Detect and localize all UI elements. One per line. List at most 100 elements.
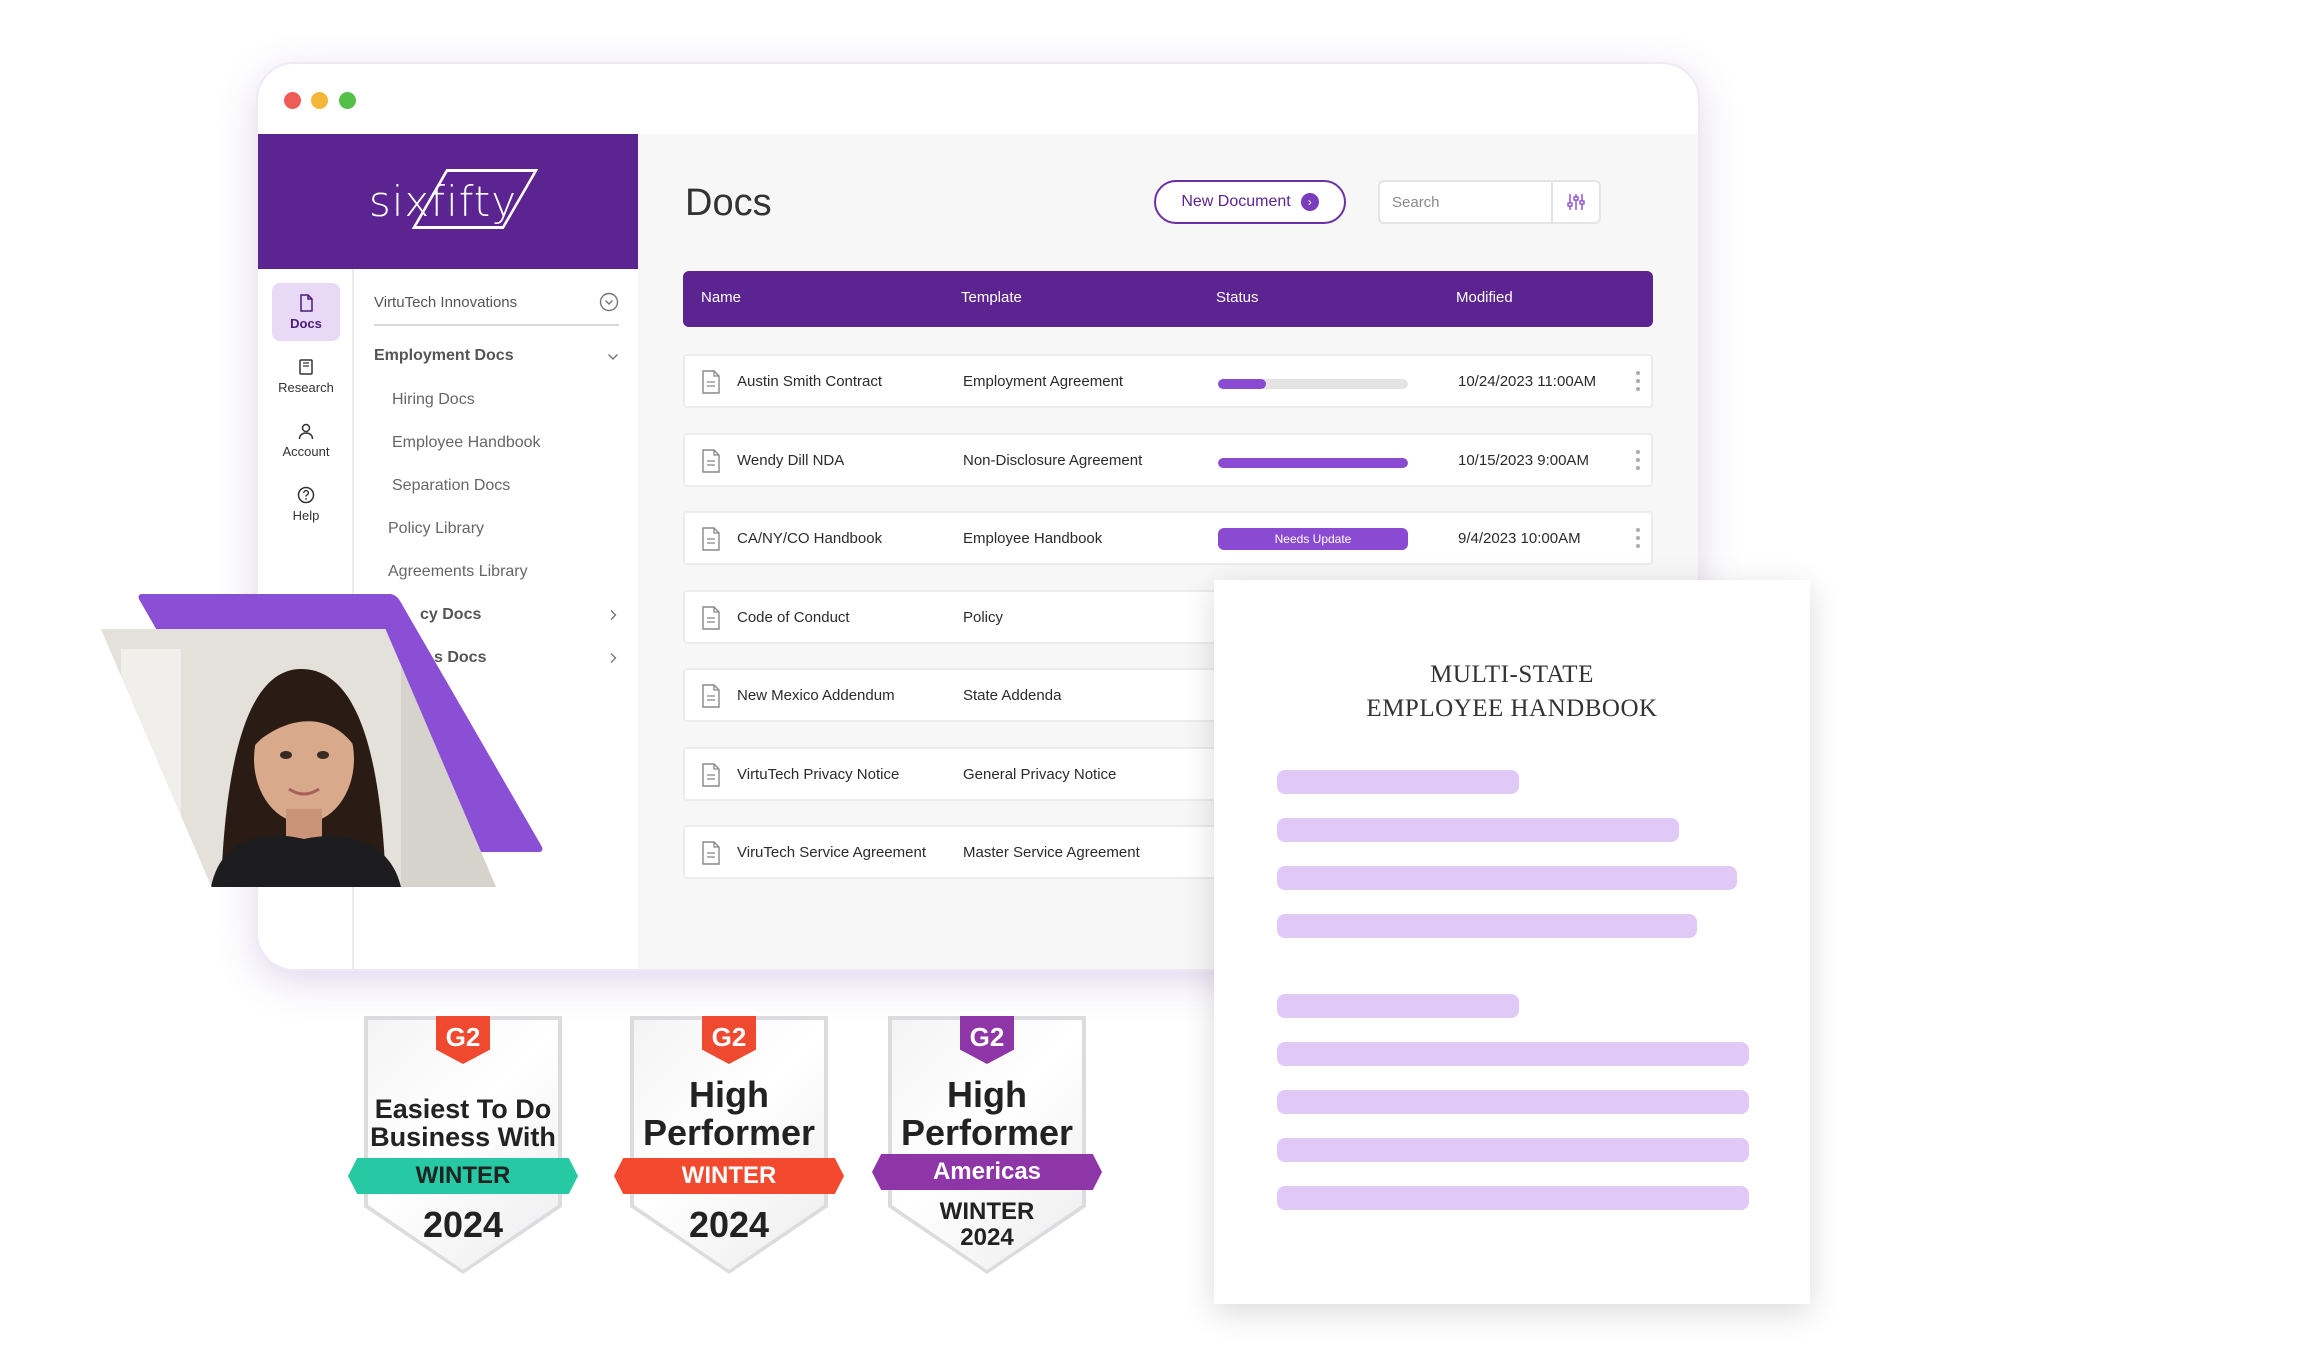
g2-award-badge: G2 Easiest To Do Business With WINTER 2024: [348, 1010, 578, 1280]
placeholder-line: [1277, 1042, 1749, 1066]
sliders-icon: [1567, 194, 1585, 210]
badge-year: 2024: [688, 1204, 770, 1245]
person-photo: [101, 629, 496, 887]
rail-label: Account: [282, 443, 330, 459]
rail-label: Research: [278, 379, 334, 395]
nav-section-other-docs[interactable]: s Docs: [434, 649, 487, 666]
file-icon: [702, 448, 720, 473]
divider: [374, 324, 619, 326]
column-header-template[interactable]: Template: [961, 289, 1022, 306]
rail-item-help[interactable]: Help: [272, 475, 340, 533]
handbook-title: MULTI-STATE EMPLOYEE HANDBOOK: [1214, 658, 1810, 726]
search-box[interactable]: Search: [1378, 180, 1601, 224]
handbook-title-line-2: EMPLOYEE HANDBOOK: [1366, 695, 1658, 722]
nav-item-employee-handbook[interactable]: Employee Handbook: [392, 434, 541, 451]
doc-name[interactable]: VirtuTech Privacy Notice: [737, 765, 900, 783]
doc-name[interactable]: Code of Conduct: [737, 608, 850, 626]
placeholder-line: [1277, 1138, 1749, 1162]
file-icon: [702, 841, 720, 865]
file-icon: [702, 684, 720, 708]
nav-item-separation-docs[interactable]: Separation Docs: [392, 477, 511, 494]
table-row[interactable]: Wendy Dill NDA Non-Disclosure Agreement 10…: [683, 432, 1653, 487]
more-options-icon[interactable]: [1635, 371, 1641, 393]
help-icon: [297, 486, 315, 503]
file-icon: [702, 762, 720, 787]
doc-name[interactable]: Austin Smith Contract: [737, 373, 883, 390]
more-options-icon[interactable]: [1635, 528, 1641, 550]
placeholder-line: [1277, 818, 1679, 842]
doc-name[interactable]: CA/NY/CO Handbook: [737, 530, 883, 547]
file-icon: [702, 527, 720, 551]
badge-ribbon: WINTER: [614, 1158, 844, 1194]
table-header: Name Template Status Modified: [683, 271, 1653, 327]
page-title: Docs: [685, 182, 772, 224]
profile-photo-card: [96, 594, 545, 894]
rail-item-docs[interactable]: Docs: [272, 283, 340, 341]
org-selector[interactable]: VirtuTech Innovations: [374, 287, 619, 317]
doc-name[interactable]: ViruTech Service Agreement: [737, 844, 926, 861]
rail-item-research[interactable]: Research: [272, 347, 340, 405]
search-input[interactable]: Search: [1392, 194, 1440, 211]
doc-modified: 10/15/2023 9:00AM: [1458, 451, 1589, 469]
placeholder-line: [1277, 1090, 1749, 1114]
doc-template: Master Service Agreement: [963, 844, 1140, 861]
rail-label: Help: [292, 507, 320, 523]
column-header-name[interactable]: Name: [701, 289, 742, 306]
column-header-modified[interactable]: Modified: [1456, 289, 1513, 306]
status-progress-fill: [1218, 379, 1266, 389]
badge-title-line-1: High: [689, 1074, 769, 1115]
file-icon: [702, 370, 720, 394]
chevron-right-icon[interactable]: [607, 609, 619, 621]
doc-template: Policy: [963, 608, 1004, 626]
status-progress-bar: [1218, 457, 1408, 468]
handbook-title-line-1: MULTI-STATE: [1430, 661, 1594, 688]
badge-year: 2024: [422, 1204, 504, 1245]
arrow-right-icon: ›: [1300, 193, 1319, 211]
nav-section-privacy-docs[interactable]: cy Docs: [420, 606, 482, 623]
nav-item-agreements-library[interactable]: Agreements Library: [388, 563, 528, 580]
maximize-window-button[interactable]: [339, 92, 356, 109]
badge-ribbon: Americas: [872, 1154, 1102, 1190]
more-options-icon[interactable]: [1635, 449, 1641, 472]
doc-name[interactable]: Wendy Dill NDA: [737, 451, 845, 469]
column-header-status[interactable]: Status: [1216, 289, 1259, 306]
window-titlebar: [258, 64, 1698, 134]
nav-item-hiring-docs[interactable]: Hiring Docs: [392, 391, 475, 408]
close-window-button[interactable]: [284, 92, 301, 109]
doc-icon: [300, 293, 313, 312]
chevron-down-icon[interactable]: [607, 351, 619, 363]
badge-year: 2024: [960, 1224, 1014, 1251]
g2-award-badge: G2 High Performer Americas WINTER 2024: [872, 1010, 1102, 1280]
brand-header: sixfifty: [258, 134, 638, 269]
filter-button[interactable]: [1551, 182, 1599, 222]
handbook-preview: MULTI-STATE EMPLOYEE HANDBOOK: [1214, 580, 1810, 1304]
placeholder-line: [1277, 866, 1737, 890]
nav-section-employment-docs[interactable]: Employment Docs: [374, 347, 514, 364]
doc-template: Non-Disclosure Agreement: [963, 451, 1143, 469]
doc-name[interactable]: New Mexico Addendum: [737, 687, 895, 704]
badge-title-line-2: Business With: [370, 1122, 556, 1152]
nav-item-policy-library[interactable]: Policy Library: [388, 520, 485, 537]
file-icon: [702, 605, 720, 630]
status-badge: Needs Update: [1218, 528, 1408, 550]
table-row[interactable]: CA/NY/CO Handbook Employee Handbook Needs …: [683, 511, 1653, 565]
table-row[interactable]: Austin Smith Contract Employment Agreemen…: [683, 354, 1653, 408]
new-document-button[interactable]: New Document ›: [1154, 180, 1346, 224]
rail-item-account[interactable]: Account: [272, 411, 340, 469]
placeholder-line: [1277, 994, 1519, 1018]
minimize-window-button[interactable]: [311, 92, 328, 109]
user-icon: [298, 423, 314, 439]
chevron-down-circle-icon: [599, 292, 619, 312]
status-progress-fill: [1218, 457, 1408, 468]
placeholder-line: [1277, 770, 1519, 794]
sixfifty-logo[interactable]: sixfifty: [369, 169, 539, 229]
rail-label: Docs: [290, 315, 322, 331]
badge-ribbon: WINTER: [348, 1158, 578, 1194]
placeholder-line: [1277, 914, 1697, 938]
status-progress-bar: [1218, 379, 1408, 389]
g2-award-badge: G2 High Performer WINTER 2024: [614, 1010, 844, 1280]
doc-template: State Addenda: [963, 687, 1062, 704]
badge-title-line-2: Performer: [642, 1112, 816, 1153]
doc-template: General Privacy Notice: [963, 765, 1117, 783]
chevron-right-icon[interactable]: [607, 652, 619, 664]
